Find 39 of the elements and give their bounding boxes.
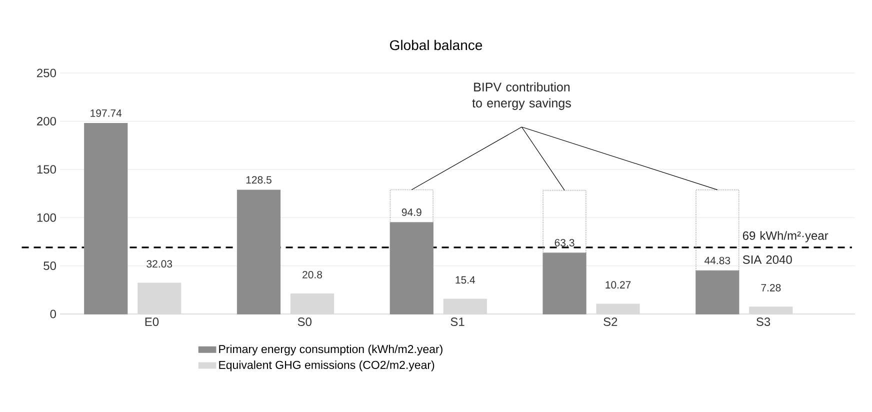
bar bbox=[390, 222, 434, 314]
ref-line-label: 69 kWh/m²·year SIA 2040 bbox=[742, 231, 828, 264]
data-label: 94.9 bbox=[402, 208, 422, 216]
y-tick-label: 50 bbox=[44, 262, 56, 270]
data-label: 44.83 bbox=[704, 256, 730, 264]
annotation: BIPV contribution to energy savings bbox=[472, 82, 571, 110]
x-tick-label: E0 bbox=[145, 318, 159, 326]
bar bbox=[542, 190, 586, 254]
bar bbox=[443, 298, 487, 314]
chart-title: Global balance bbox=[390, 40, 482, 50]
bar bbox=[749, 306, 793, 314]
bar bbox=[138, 282, 182, 314]
y-tick-label: 200 bbox=[37, 116, 56, 126]
data-label: 128.5 bbox=[246, 176, 272, 184]
bar bbox=[542, 252, 586, 314]
x-tick-label: S2 bbox=[604, 318, 618, 326]
data-label: 63.3 bbox=[554, 239, 574, 246]
bar bbox=[696, 189, 740, 272]
data-label: 15.4 bbox=[456, 276, 476, 284]
y-tick-label: 0 bbox=[50, 310, 56, 318]
bar bbox=[236, 190, 281, 314]
bar bbox=[596, 304, 640, 314]
x-tick-label: S3 bbox=[756, 318, 770, 326]
data-label: 20.8 bbox=[302, 270, 322, 278]
data-label: 10.27 bbox=[606, 281, 631, 289]
data-label: 197.74 bbox=[90, 109, 122, 117]
x-tick-label: S0 bbox=[298, 318, 312, 326]
bar bbox=[290, 294, 334, 314]
bar bbox=[84, 122, 128, 314]
legend-label: Equivalent GHG emissions (CO2/m2.year) bbox=[219, 360, 434, 372]
y-tick-label: 250 bbox=[37, 68, 56, 78]
bar bbox=[390, 189, 434, 223]
y-tick-label: 100 bbox=[37, 213, 56, 222]
bar bbox=[696, 270, 740, 314]
data-label: 7.28 bbox=[761, 284, 781, 292]
x-tick-label: S1 bbox=[450, 318, 464, 326]
y-tick-label: 150 bbox=[37, 165, 56, 174]
legend-label: Primary energy consumption (kWh/m2.year) bbox=[219, 344, 442, 356]
data-label: 32.03 bbox=[146, 260, 172, 268]
